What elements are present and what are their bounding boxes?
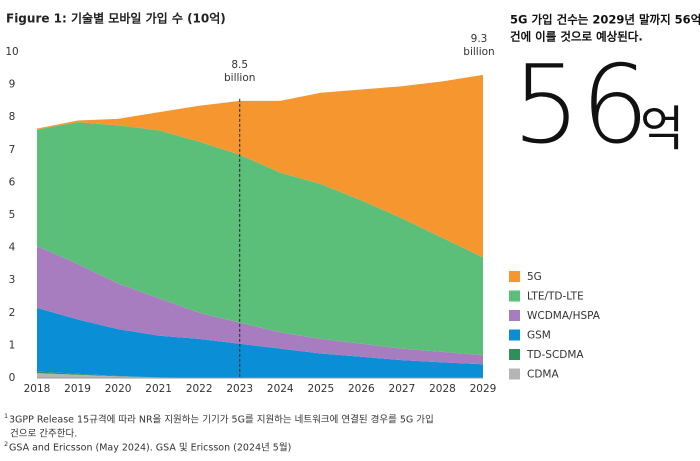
legend-swatch <box>509 349 520 360</box>
legend-swatch <box>509 368 520 380</box>
footnote-marker: 1 <box>4 412 8 420</box>
x-tick-label: 2024 <box>267 383 294 395</box>
y-tick-label: 10 <box>5 46 18 58</box>
annotation: billion <box>463 46 494 58</box>
legend-swatch <box>509 329 520 341</box>
annotation: 9.3 <box>471 33 488 45</box>
y-tick-label: 8 <box>9 111 16 123</box>
area <box>37 307 483 378</box>
area <box>37 122 483 356</box>
area <box>37 74 483 258</box>
y-tick-label: 7 <box>9 144 16 156</box>
y-tick-label: 9 <box>9 79 16 91</box>
annotation: 8.5 <box>231 59 248 71</box>
footnote-marker: 2 <box>4 440 8 448</box>
legend-swatch <box>509 290 520 302</box>
legend-label: GSM <box>527 330 551 342</box>
y-tick-label: 1 <box>9 339 16 351</box>
callout-headline: 건에 이를 것으로 예상된다. <box>510 30 643 44</box>
x-tick-label: 2026 <box>348 383 375 395</box>
x-tick-label: 2021 <box>145 383 172 395</box>
x-tick-label: 2027 <box>389 383 416 395</box>
x-tick-label: 2029 <box>470 383 497 395</box>
callout-number: 56 <box>512 43 649 168</box>
x-tick-label: 2019 <box>64 383 91 395</box>
legend-label: 5G <box>527 271 542 283</box>
x-tick-label: 2020 <box>105 383 132 395</box>
y-tick-label: 4 <box>9 242 16 254</box>
y-tick-label: 6 <box>9 176 16 188</box>
y-tick-label: 0 <box>9 372 16 384</box>
x-tick-label: 2028 <box>429 383 456 395</box>
area <box>37 245 483 365</box>
legend-label: WCDMA/HSPA <box>527 310 601 322</box>
legend-label: CDMA <box>527 369 559 381</box>
footnote: 3GPP Release 15규격에 따라 NR을 지원하는 기기가 5G를 지… <box>9 414 434 426</box>
x-tick-label: 2022 <box>186 383 213 395</box>
x-tick-label: 2025 <box>307 383 334 395</box>
x-tick-label: 2023 <box>226 383 253 395</box>
legend-swatch <box>509 271 520 282</box>
callout-headline: 5G 가입 건수는 2029년 말까지 56억 <box>510 13 700 27</box>
callout-unit: 억 <box>640 101 684 157</box>
x-tick-label: 2018 <box>24 383 51 395</box>
footnote: 건으로 간주한다. <box>10 429 77 440</box>
annotation: billion <box>224 72 255 84</box>
legend-swatch <box>509 310 520 321</box>
y-tick-label: 2 <box>9 307 16 319</box>
chart-title: Figure 1: 기술별 모바일 가입 수 (10억) <box>6 11 226 26</box>
legend-label: LTE/TD-LTE <box>527 291 584 303</box>
y-tick-label: 3 <box>9 274 16 286</box>
legend-label: TD-SCDMA <box>526 349 584 361</box>
y-tick-label: 5 <box>9 209 16 221</box>
footnote: GSA and Ericsson (May 2024). GSA 및 Erics… <box>9 442 291 454</box>
